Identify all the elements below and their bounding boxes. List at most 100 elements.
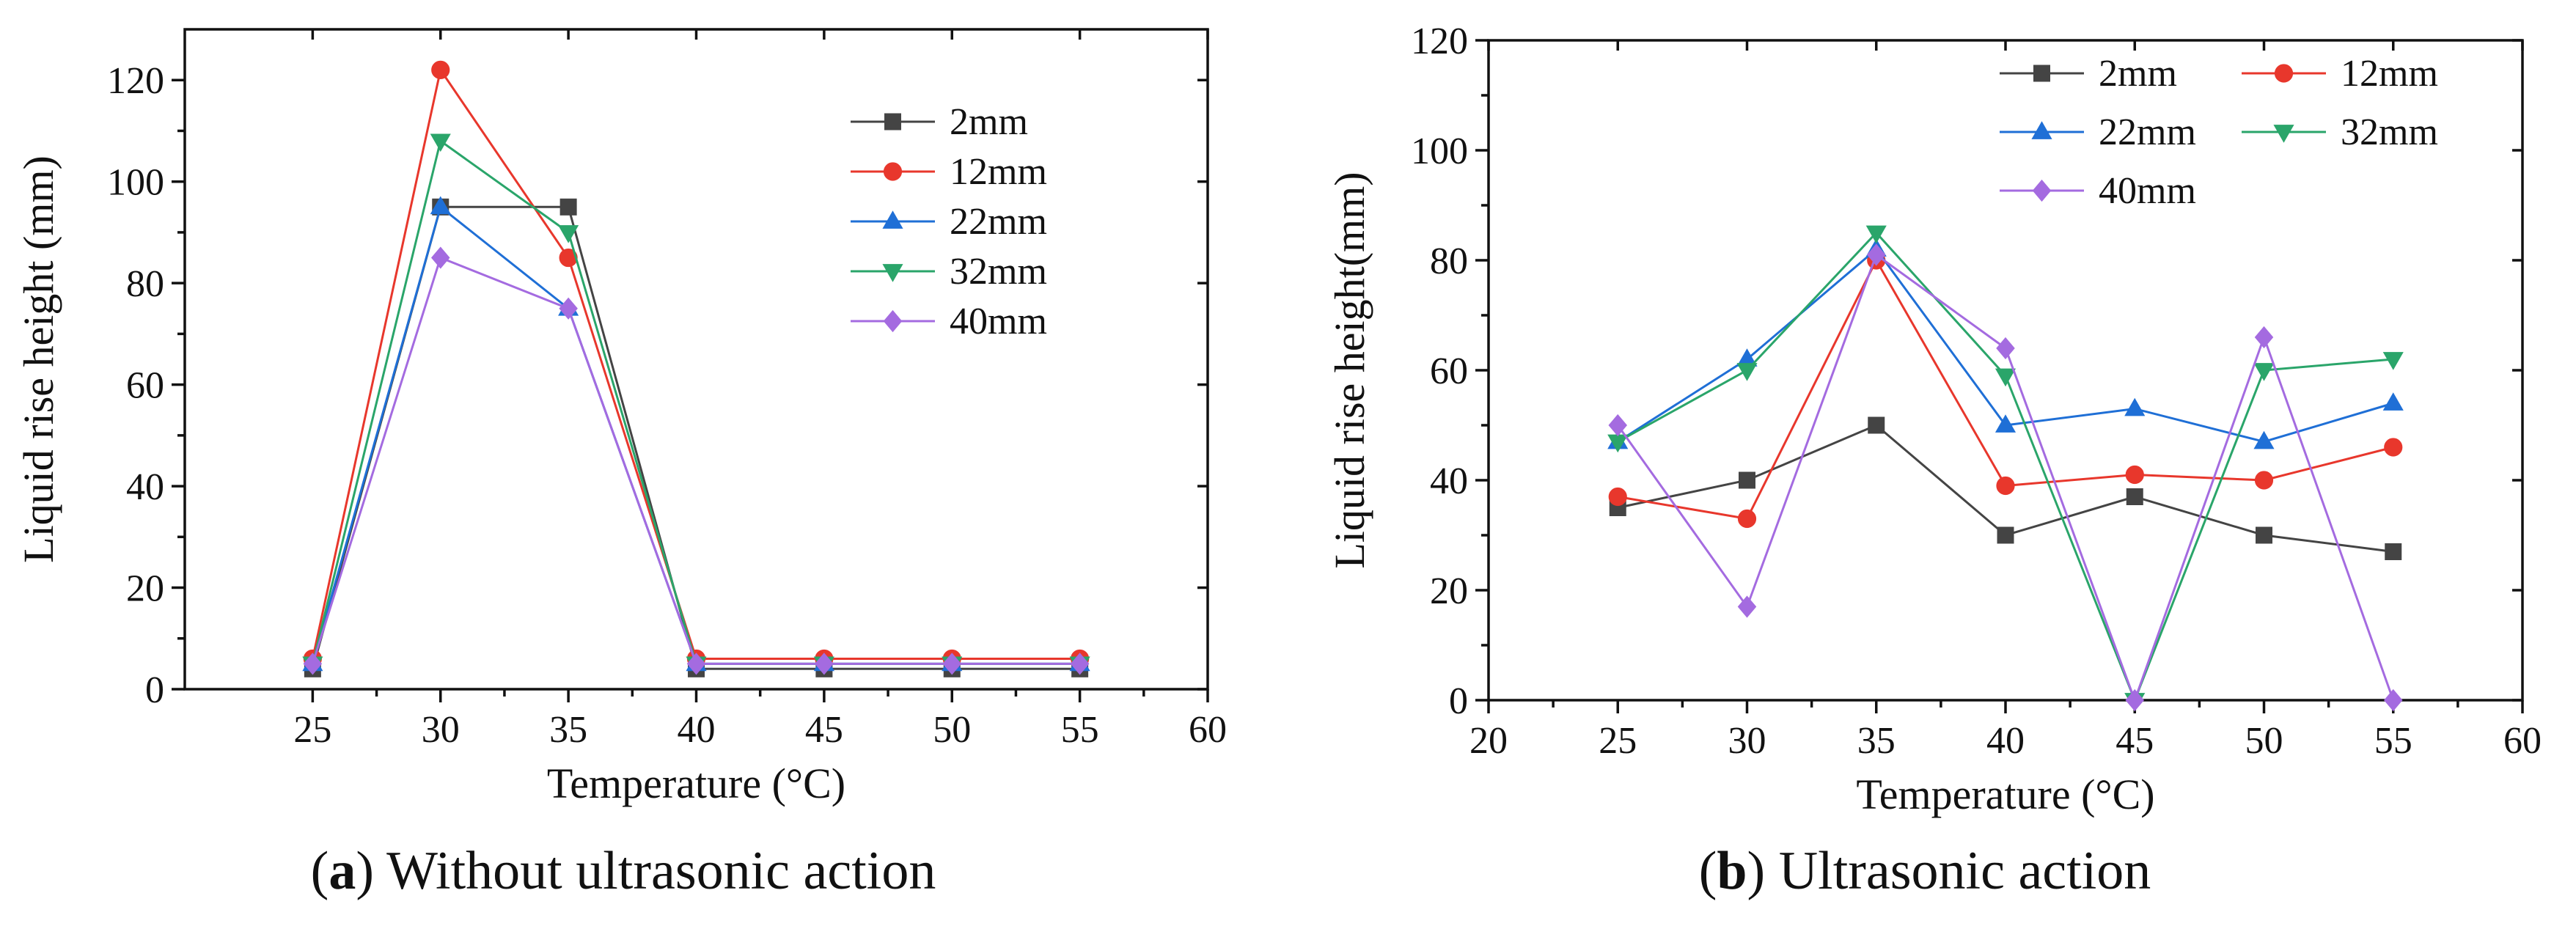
- data-point-32mm: [558, 225, 579, 243]
- y-tick-label: 60: [126, 365, 164, 407]
- x-tick-label: 50: [933, 709, 971, 751]
- legend-item-40mm: 40mm: [2000, 170, 2196, 212]
- data-point-22mm: [430, 196, 451, 215]
- series-40mm: [303, 246, 1090, 675]
- legend-item-22mm: 22mm: [851, 201, 1047, 243]
- data-point-40mm: [1737, 595, 1757, 618]
- x-tick-label: 60: [2503, 720, 2542, 762]
- data-point-12mm: [431, 60, 450, 79]
- x-tick-label: 40: [678, 709, 716, 751]
- legend-item-22mm: 22mm: [2000, 111, 2196, 153]
- x-tick-label: 35: [1857, 720, 1896, 762]
- series-32mm: [1607, 225, 2404, 711]
- data-point-32mm: [1995, 368, 2017, 387]
- caption-b: (b) Ultrasonic action: [1699, 841, 2151, 901]
- legend-label: 12mm: [2341, 53, 2438, 95]
- caption-a: (a) Without ultrasonic action: [311, 841, 936, 901]
- series-40mm: [1608, 243, 2403, 712]
- data-point-40mm: [2125, 688, 2145, 712]
- y-tick-label: 80: [1430, 240, 1468, 282]
- data-point-40mm: [1608, 414, 1628, 437]
- data-point-32mm: [2382, 352, 2404, 370]
- data-point-32mm: [2253, 363, 2275, 381]
- x-tick-label: 50: [2245, 720, 2283, 762]
- legend-marker: [882, 264, 903, 282]
- legend-marker: [884, 113, 901, 131]
- data-point-22mm: [2124, 397, 2146, 416]
- y-tick-label: 100: [107, 162, 164, 204]
- data-point-32mm: [430, 133, 451, 153]
- legend-marker: [2274, 64, 2294, 83]
- legend-item-12mm: 12mm: [851, 151, 1047, 193]
- y-tick-label: 120: [107, 60, 164, 102]
- x-axis-title: Temperature (°C): [547, 760, 845, 807]
- x-tick-label: 30: [422, 709, 460, 751]
- data-point-2mm: [1868, 416, 1885, 434]
- legend-marker: [2273, 125, 2294, 143]
- y-tick-label: 40: [126, 466, 164, 508]
- data-point-40mm: [942, 653, 962, 675]
- y-tick-label: 0: [145, 669, 164, 711]
- data-point-32mm: [1865, 225, 1887, 244]
- legend-label: 2mm: [950, 101, 1028, 143]
- x-axis-title: Temperature (°C): [1856, 771, 2154, 818]
- y-axis-title: Liquid rise height (mm): [15, 155, 62, 563]
- x-tick-label: 55: [1061, 709, 1099, 751]
- x-tick-label: 45: [2116, 720, 2154, 762]
- legend-label: 40mm: [950, 301, 1047, 342]
- data-point-12mm: [2125, 465, 2144, 485]
- legend-marker: [2032, 179, 2052, 202]
- y-tick-label: 20: [126, 568, 164, 610]
- y-tick-label: 40: [1430, 460, 1468, 502]
- chart-panel-b: 20 25 30 35 40 45 50 55 60020406080100120Tempera…: [1326, 21, 2542, 818]
- legend-item-32mm: 32mm: [2242, 111, 2438, 153]
- data-point-2mm: [559, 198, 577, 216]
- data-point-22mm: [1995, 414, 2017, 433]
- legend-marker: [883, 162, 903, 181]
- data-point-40mm: [2254, 326, 2274, 349]
- legend-item-32mm: 32mm: [851, 251, 1047, 293]
- data-point-12mm: [559, 248, 578, 268]
- legend-label: 40mm: [2099, 170, 2196, 212]
- data-point-40mm: [430, 246, 450, 269]
- y-tick-label: 100: [1411, 131, 1468, 172]
- data-point-40mm: [686, 653, 706, 675]
- x-tick-label: 60: [1189, 709, 1227, 751]
- data-point-2mm: [1997, 526, 2014, 544]
- data-point-40mm: [815, 653, 834, 675]
- data-point-12mm: [2254, 471, 2274, 490]
- x-tick-label: 55: [2374, 720, 2412, 762]
- legend-marker: [882, 210, 903, 229]
- legend-label: 32mm: [2341, 111, 2438, 153]
- legend-label: 22mm: [950, 201, 1047, 243]
- x-tick-label: 25: [1599, 720, 1637, 762]
- y-tick-label: 20: [1430, 570, 1468, 612]
- x-tick-label: 20: [1469, 720, 1508, 762]
- data-point-40mm: [1866, 243, 1886, 266]
- y-tick-label: 80: [126, 263, 164, 305]
- legend-label: 2mm: [2099, 53, 2177, 95]
- data-point-22mm: [2382, 392, 2404, 411]
- x-tick-label: 25: [293, 709, 331, 751]
- data-point-12mm: [1608, 487, 1627, 507]
- legend-item-12mm: 12mm: [2242, 53, 2438, 95]
- legend-item-2mm: 2mm: [2000, 53, 2177, 95]
- y-tick-label: 60: [1430, 350, 1468, 392]
- legend-marker: [2033, 65, 2050, 82]
- y-axis-title: Liquid rise height(mm): [1326, 172, 1373, 568]
- x-tick-label: 35: [549, 709, 587, 751]
- x-tick-label: 45: [805, 709, 843, 751]
- data-point-40mm: [2383, 688, 2403, 712]
- plot-frame: [183, 28, 1209, 691]
- y-tick-label: 0: [1449, 680, 1468, 722]
- chart-panel-a: 25 30 35 40 45 50 55 60 0 20 40 60 80 100 120 Temperatu…: [15, 28, 1227, 807]
- data-point-40mm: [1996, 337, 2015, 360]
- data-point-22mm: [2253, 430, 2275, 449]
- data-point-40mm: [559, 297, 578, 320]
- series-line-32mm: [1617, 231, 2393, 704]
- data-point-2mm: [2385, 543, 2402, 560]
- data-point-40mm: [303, 653, 323, 675]
- data-point-12mm: [1996, 476, 2015, 496]
- data-point-2mm: [1739, 471, 1755, 489]
